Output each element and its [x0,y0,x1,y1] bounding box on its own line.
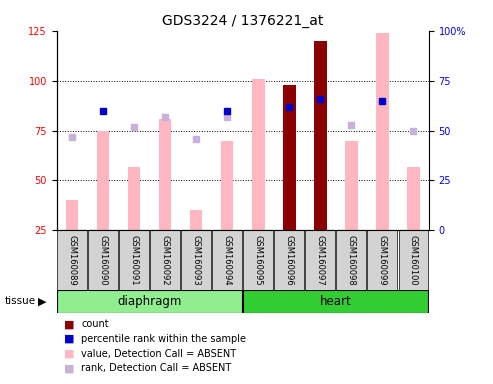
Text: diaphragm: diaphragm [117,295,182,308]
Bar [337,230,366,290]
Bar [88,230,118,290]
Bar [283,84,295,230]
Bar [252,79,265,230]
Text: ■: ■ [64,334,74,344]
Bar [181,230,211,290]
Text: rank, Detection Call = ABSENT: rank, Detection Call = ABSENT [81,363,232,373]
Text: ▶: ▶ [38,296,47,306]
Text: tissue: tissue [5,296,36,306]
Bar [345,141,357,230]
Bar [398,230,428,290]
Bar [367,230,397,290]
Text: GSM160099: GSM160099 [378,235,387,285]
Text: ■: ■ [64,319,74,329]
Bar [66,200,78,230]
Bar [314,41,326,230]
Bar [128,167,141,230]
Text: GSM160095: GSM160095 [254,235,263,285]
Title: GDS3224 / 1376221_at: GDS3224 / 1376221_at [162,14,323,28]
Text: GSM160094: GSM160094 [223,235,232,285]
Bar [244,230,273,290]
Bar [221,141,234,230]
Text: value, Detection Call = ABSENT: value, Detection Call = ABSENT [81,349,237,359]
Bar [57,290,242,313]
Bar [97,131,109,230]
Bar [57,230,87,290]
Text: GSM160100: GSM160100 [409,235,418,285]
Text: heart: heart [320,295,352,308]
Bar [212,230,242,290]
Text: GSM160093: GSM160093 [192,235,201,286]
Bar [190,210,203,230]
Bar [376,33,388,230]
Bar [119,230,149,290]
Text: percentile rank within the sample: percentile rank within the sample [81,334,246,344]
Text: GSM160090: GSM160090 [99,235,108,285]
Text: ■: ■ [64,363,74,373]
Text: ■: ■ [64,349,74,359]
Text: GSM160096: GSM160096 [285,235,294,286]
Text: GSM160089: GSM160089 [68,235,77,286]
Bar [150,230,180,290]
Bar [407,167,420,230]
Text: count: count [81,319,109,329]
Bar [275,230,304,290]
Bar [244,290,428,313]
Bar [306,230,335,290]
Text: GSM160092: GSM160092 [161,235,170,285]
Bar [159,119,172,230]
Text: GSM160098: GSM160098 [347,235,356,286]
Text: GSM160091: GSM160091 [130,235,139,285]
Text: GSM160097: GSM160097 [316,235,325,286]
